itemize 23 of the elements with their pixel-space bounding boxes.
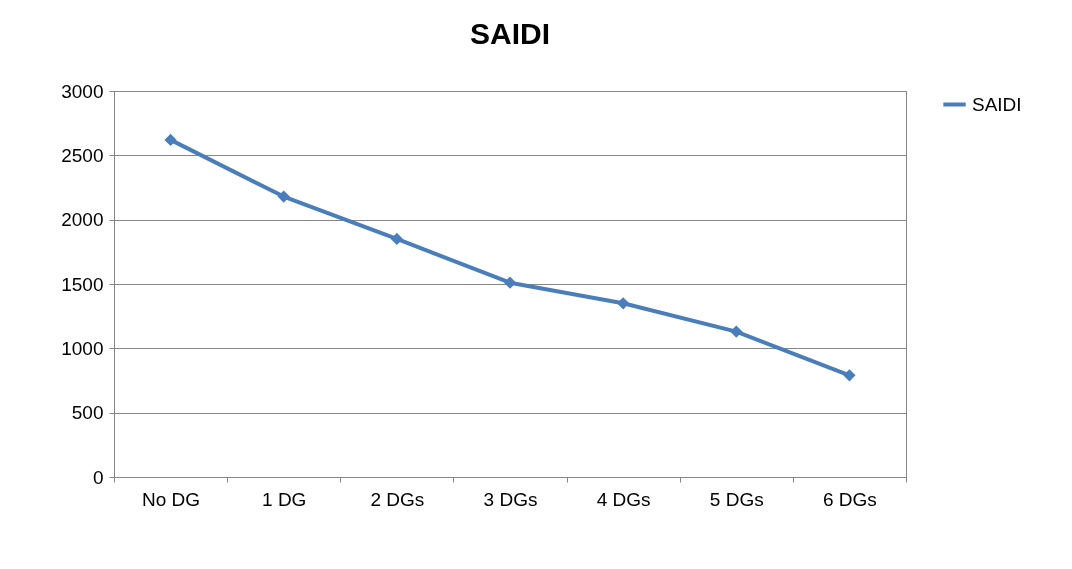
y-tick-label: 0 — [92, 466, 104, 488]
x-tick-label: No DG — [142, 488, 201, 510]
y-tick-label: 2000 — [61, 209, 104, 231]
point — [390, 232, 403, 246]
point — [277, 190, 290, 203]
y-tick-label: 500 — [71, 402, 104, 424]
y-tick-label: 3000 — [61, 80, 104, 102]
y-tick-label: 1000 — [61, 337, 104, 359]
x-tick-label: 6 DGs — [823, 488, 877, 510]
x-tick-label: 5 DGs — [709, 488, 764, 510]
x-tick-label: 1 DG — [262, 488, 307, 510]
y-tick-label: 2500 — [61, 144, 104, 166]
point — [730, 325, 743, 338]
point — [843, 369, 856, 382]
x-tick-label: 2 DGs — [370, 488, 425, 510]
y-tick-label: 1500 — [61, 273, 104, 295]
legend-label: SAIDI — [972, 93, 1022, 115]
chart-title: SAIDI — [469, 17, 551, 50]
point — [617, 297, 630, 310]
x-tick-label: 3 DGs — [483, 488, 538, 510]
point — [503, 276, 517, 289]
point — [164, 133, 177, 147]
x-tick-label: 4 DGs — [596, 488, 651, 510]
